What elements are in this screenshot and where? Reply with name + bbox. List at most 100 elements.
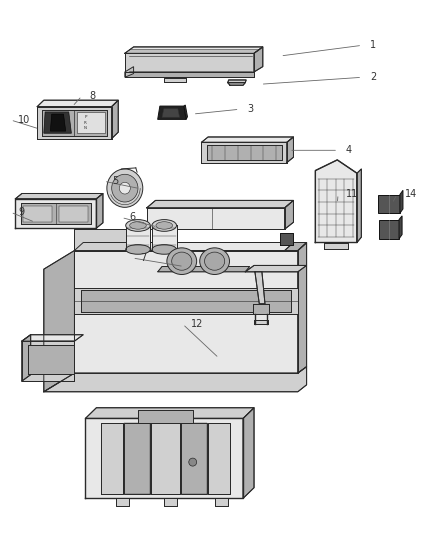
- Polygon shape: [74, 229, 147, 251]
- Polygon shape: [125, 67, 134, 77]
- Polygon shape: [400, 190, 403, 213]
- Polygon shape: [254, 320, 268, 324]
- Polygon shape: [285, 243, 307, 251]
- Text: 2: 2: [370, 72, 376, 82]
- Text: P: P: [84, 115, 87, 119]
- Polygon shape: [125, 53, 254, 72]
- Ellipse shape: [189, 458, 197, 466]
- Ellipse shape: [167, 248, 197, 274]
- Polygon shape: [85, 418, 243, 498]
- Text: 7: 7: [140, 253, 146, 263]
- Polygon shape: [85, 408, 254, 418]
- Polygon shape: [315, 160, 357, 243]
- Ellipse shape: [172, 252, 192, 270]
- Polygon shape: [245, 265, 307, 272]
- Polygon shape: [287, 137, 293, 163]
- Text: 3: 3: [247, 104, 254, 114]
- Polygon shape: [15, 199, 96, 228]
- Polygon shape: [357, 169, 361, 243]
- Polygon shape: [164, 498, 177, 506]
- Polygon shape: [280, 233, 293, 245]
- Text: 1: 1: [370, 41, 376, 50]
- Polygon shape: [101, 423, 123, 494]
- Text: 12: 12: [191, 319, 203, 329]
- Polygon shape: [228, 80, 246, 83]
- Polygon shape: [324, 243, 348, 249]
- Polygon shape: [21, 203, 91, 224]
- Polygon shape: [44, 367, 307, 392]
- Polygon shape: [379, 220, 399, 239]
- Polygon shape: [147, 200, 293, 208]
- Ellipse shape: [119, 182, 130, 194]
- Polygon shape: [23, 206, 52, 222]
- Polygon shape: [152, 225, 177, 249]
- Polygon shape: [81, 290, 291, 312]
- Ellipse shape: [130, 222, 146, 229]
- Polygon shape: [22, 341, 74, 381]
- Polygon shape: [42, 110, 107, 136]
- Polygon shape: [44, 251, 74, 392]
- Text: 14: 14: [405, 189, 417, 199]
- Polygon shape: [208, 423, 230, 494]
- Polygon shape: [74, 251, 298, 373]
- Polygon shape: [254, 47, 263, 72]
- Polygon shape: [116, 498, 129, 506]
- Polygon shape: [184, 105, 187, 119]
- Polygon shape: [253, 304, 269, 314]
- Polygon shape: [125, 47, 263, 53]
- Polygon shape: [74, 288, 298, 314]
- Ellipse shape: [200, 248, 230, 274]
- Text: 11: 11: [346, 189, 358, 199]
- Polygon shape: [399, 216, 402, 239]
- Ellipse shape: [126, 245, 150, 254]
- Polygon shape: [158, 106, 186, 119]
- Polygon shape: [124, 423, 150, 494]
- Polygon shape: [201, 142, 287, 163]
- Polygon shape: [126, 225, 150, 249]
- Ellipse shape: [112, 174, 138, 202]
- Polygon shape: [201, 137, 293, 142]
- Polygon shape: [228, 83, 245, 85]
- Polygon shape: [147, 208, 285, 229]
- Polygon shape: [158, 266, 250, 272]
- Polygon shape: [243, 408, 254, 498]
- Polygon shape: [162, 109, 180, 117]
- Polygon shape: [15, 193, 103, 199]
- Polygon shape: [215, 498, 228, 506]
- Polygon shape: [151, 423, 180, 494]
- Polygon shape: [50, 114, 66, 131]
- Polygon shape: [378, 195, 400, 213]
- Ellipse shape: [156, 222, 173, 229]
- Text: 4: 4: [346, 146, 352, 155]
- Text: R: R: [84, 120, 87, 125]
- Polygon shape: [37, 107, 112, 139]
- Ellipse shape: [205, 252, 225, 270]
- Polygon shape: [96, 193, 103, 228]
- Polygon shape: [207, 145, 282, 160]
- Polygon shape: [112, 100, 118, 139]
- Polygon shape: [138, 410, 193, 423]
- Polygon shape: [74, 243, 307, 251]
- Text: 10: 10: [18, 115, 31, 125]
- Polygon shape: [37, 100, 118, 107]
- Polygon shape: [28, 345, 74, 374]
- Polygon shape: [255, 272, 265, 304]
- Polygon shape: [77, 112, 105, 133]
- Polygon shape: [164, 78, 186, 82]
- Text: 8: 8: [90, 91, 96, 101]
- Polygon shape: [181, 423, 207, 494]
- Polygon shape: [125, 72, 254, 77]
- Polygon shape: [22, 335, 31, 381]
- Ellipse shape: [152, 245, 177, 254]
- Ellipse shape: [152, 220, 177, 231]
- Text: 6: 6: [129, 213, 135, 222]
- Text: 5: 5: [112, 176, 118, 186]
- Polygon shape: [298, 243, 307, 373]
- Ellipse shape: [107, 169, 143, 207]
- Polygon shape: [22, 335, 83, 341]
- Polygon shape: [285, 200, 293, 229]
- Text: 9: 9: [18, 207, 25, 217]
- Ellipse shape: [126, 220, 150, 231]
- Text: N: N: [84, 126, 87, 130]
- Polygon shape: [44, 112, 71, 133]
